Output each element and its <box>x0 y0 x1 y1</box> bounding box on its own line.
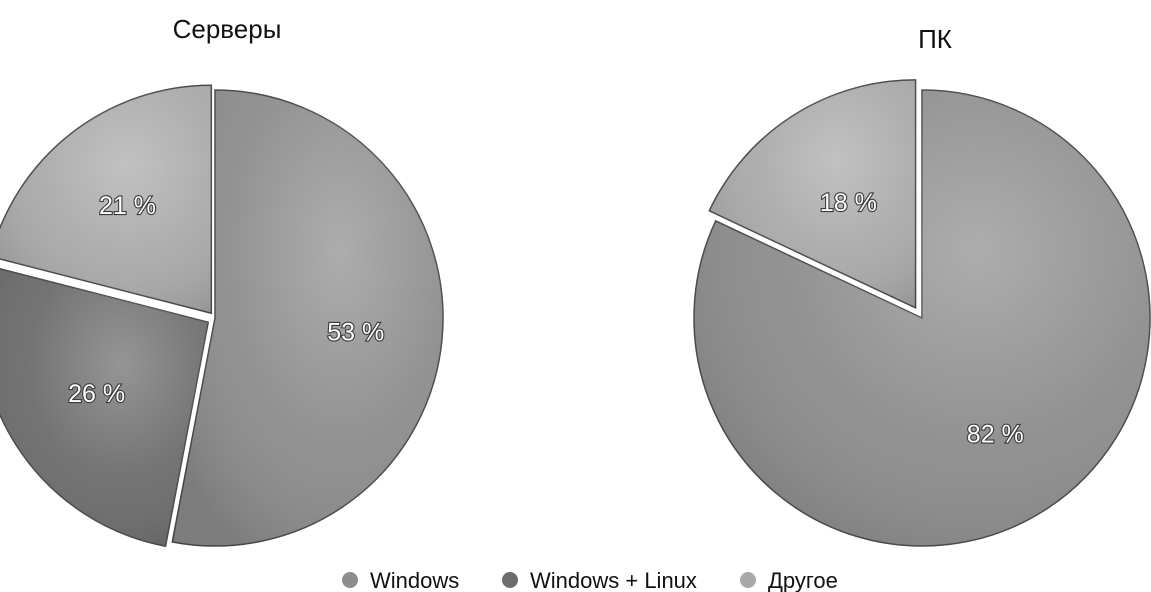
servers-pie-chart: Серверы 53 % 26 % 21 % <box>0 14 444 548</box>
servers-chart-title: Серверы <box>173 14 282 44</box>
pc-pie-chart: ПК 82 % 18 % <box>693 24 1151 547</box>
pc-slice-windows-label: 82 % <box>967 421 1024 449</box>
legend-swatch-windows <box>342 572 358 588</box>
legend-label-windows: Windows <box>370 568 459 592</box>
servers-slice-другое-label: 21 % <box>99 192 156 220</box>
chart-legend: Windows Windows + Linux Другое <box>342 568 838 592</box>
legend-label-other: Другое <box>768 568 838 592</box>
servers-pie-labels: 53 % 26 % 21 % <box>67 191 385 409</box>
legend-swatch-windows-linux <box>502 572 518 588</box>
pc-chart-title: ПК <box>918 24 952 54</box>
pc-pie-slices <box>693 79 1151 547</box>
pc-slice-другое-label: 18 % <box>820 189 877 217</box>
servers-slice-windows-linux-shading <box>0 268 209 547</box>
servers-slice-windows-shading <box>172 90 443 546</box>
servers-slice-windows-label: 53 % <box>327 318 384 346</box>
pc-pie-labels: 82 % 18 % <box>819 188 1025 450</box>
servers-slice-windows-linux-label: 26 % <box>68 380 125 408</box>
pc-slice-windows-shading <box>693 90 1150 547</box>
servers-pie-slices <box>0 84 444 548</box>
legend-label-windows-linux: Windows + Linux <box>530 568 697 592</box>
servers-slice-другое-shading <box>0 85 212 314</box>
pc-slice-другое-shading <box>709 79 916 308</box>
legend-swatch-other <box>740 572 756 588</box>
